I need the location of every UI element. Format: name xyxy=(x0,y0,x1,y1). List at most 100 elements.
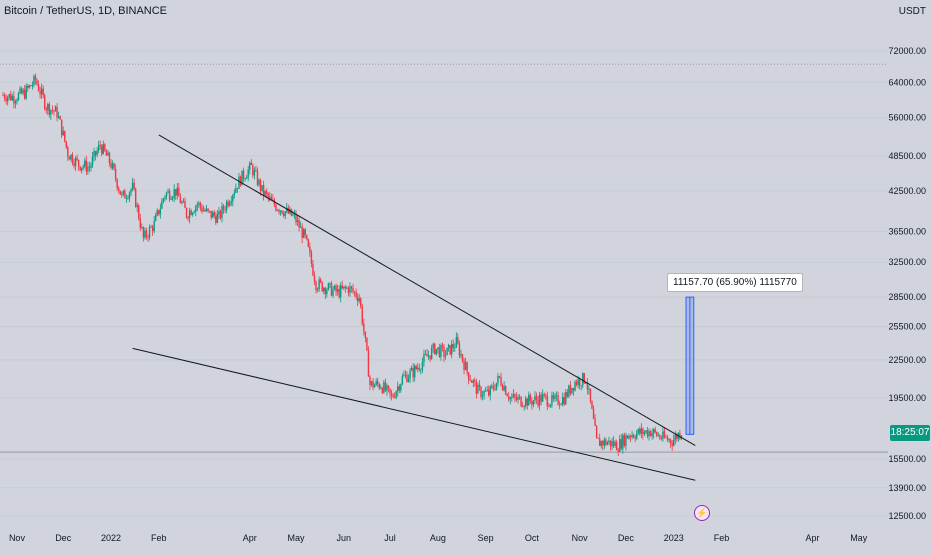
candle xyxy=(438,343,441,358)
candle-body xyxy=(501,385,504,391)
candle xyxy=(121,191,123,198)
candle-body xyxy=(483,390,485,396)
lower-trendline[interactable] xyxy=(132,347,696,481)
candle-body xyxy=(477,384,479,394)
candle-body xyxy=(114,168,117,180)
y-tick-label: 72000.00 xyxy=(888,46,926,56)
candle xyxy=(643,430,646,437)
candle xyxy=(107,149,109,156)
candle-body xyxy=(463,360,465,370)
candle xyxy=(645,429,647,435)
candle-body xyxy=(101,145,103,154)
candle-body xyxy=(412,367,414,378)
candle xyxy=(390,389,393,401)
candle xyxy=(162,197,165,204)
candle-body xyxy=(330,283,333,296)
candle-body xyxy=(392,395,394,398)
candle xyxy=(153,216,155,234)
candle xyxy=(375,378,377,387)
candle xyxy=(332,286,334,298)
candle-body xyxy=(410,367,413,371)
candle-body xyxy=(156,210,158,215)
candle xyxy=(279,210,282,216)
candle xyxy=(606,440,609,446)
candle xyxy=(619,434,621,453)
upper-trendline[interactable] xyxy=(158,134,696,446)
candle xyxy=(491,383,493,390)
trendline-drawings[interactable] xyxy=(132,134,696,481)
candle xyxy=(662,426,664,442)
measure-label[interactable]: 11157.70 (65.90%) 1115770 xyxy=(667,273,803,292)
candle xyxy=(599,433,601,446)
candle xyxy=(175,189,177,200)
candle xyxy=(23,85,26,100)
candlestick-series xyxy=(2,73,683,457)
time-axis[interactable]: Nov Dec 2022 Feb Apr May Jun Jul Aug Sep Oct Nov Dec… xyxy=(9,533,868,543)
candle xyxy=(244,177,246,182)
y-tick-label: 19500.00 xyxy=(888,393,926,403)
candle xyxy=(306,234,308,241)
candle-body xyxy=(452,343,454,348)
candle-body xyxy=(555,395,558,396)
candle xyxy=(270,193,273,200)
x-tick-label: Apr xyxy=(805,533,819,543)
candle-body xyxy=(514,394,516,398)
candle xyxy=(454,343,456,352)
candle xyxy=(210,210,212,221)
candle xyxy=(608,436,610,445)
candle xyxy=(591,400,593,410)
candle-body xyxy=(60,119,63,136)
candle xyxy=(668,437,670,443)
candle-body xyxy=(90,164,92,168)
candle xyxy=(134,187,137,208)
candle-body xyxy=(198,202,200,205)
candle xyxy=(236,187,239,193)
candle-body xyxy=(28,85,30,88)
candle xyxy=(170,195,172,201)
lightning-bolt-icon[interactable]: ⚡ xyxy=(694,505,710,521)
candle-body xyxy=(620,439,622,449)
candle xyxy=(659,434,661,441)
candle-body xyxy=(373,384,376,388)
candle xyxy=(367,346,370,377)
candle xyxy=(219,209,222,220)
candle-body xyxy=(116,179,118,189)
candle-body xyxy=(40,88,43,95)
candle-body xyxy=(446,347,448,356)
candle-body xyxy=(628,436,630,439)
candle-body xyxy=(526,398,528,406)
candle xyxy=(97,140,100,154)
candle xyxy=(575,379,578,387)
candle xyxy=(71,152,74,166)
candle xyxy=(227,199,229,208)
candle xyxy=(492,381,495,392)
candle-body xyxy=(68,156,71,160)
candle-body xyxy=(266,191,268,194)
candle xyxy=(329,282,331,289)
candle xyxy=(122,190,125,197)
candle xyxy=(155,212,157,222)
candle-body xyxy=(398,386,400,391)
candle xyxy=(511,393,513,402)
candle-body xyxy=(145,230,148,237)
candle-body xyxy=(31,84,34,87)
price-axis[interactable]: 72000.00 64000.00 56000.00 48500.00 42500.00… xyxy=(888,46,926,521)
candle-body xyxy=(437,347,439,350)
candle xyxy=(276,209,279,212)
candle-body xyxy=(623,435,626,446)
candle-body xyxy=(59,116,61,120)
candle-body xyxy=(105,150,108,156)
candle-body xyxy=(318,279,320,290)
candle xyxy=(483,389,485,400)
candle-body xyxy=(492,385,495,389)
candle-body xyxy=(472,380,474,383)
candle xyxy=(323,286,325,295)
candle-body xyxy=(606,442,609,445)
candle xyxy=(252,163,254,179)
candle-body xyxy=(369,376,371,386)
candle xyxy=(602,440,604,451)
candle-body xyxy=(210,210,212,218)
candle-body xyxy=(8,94,10,98)
